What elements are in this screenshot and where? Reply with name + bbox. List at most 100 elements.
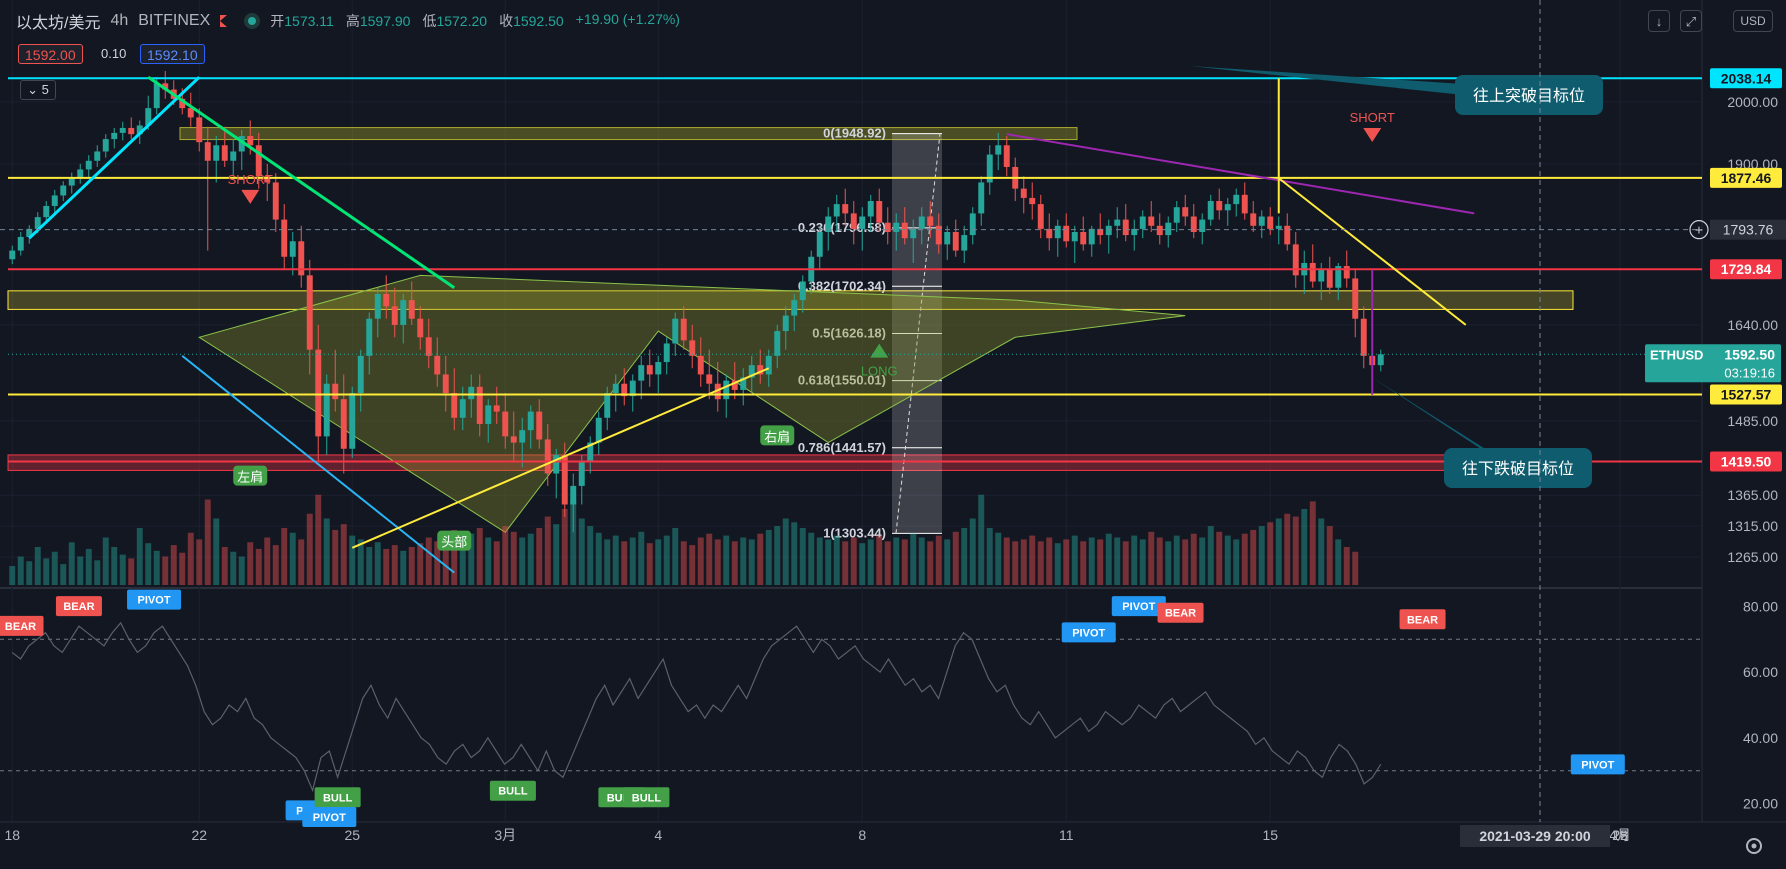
volume-bar: [1114, 537, 1121, 585]
volume-bar: [1054, 543, 1061, 585]
volume-bar: [638, 531, 645, 585]
candle-body: [196, 117, 203, 143]
candle-body: [876, 201, 883, 223]
volume-bar: [1267, 522, 1274, 585]
candle-body: [502, 411, 509, 437]
neckline-support: [351, 367, 770, 549]
candle-body: [1267, 216, 1274, 229]
candle-body: [128, 127, 135, 135]
candle-body: [485, 405, 492, 424]
candle-body: [315, 349, 322, 437]
candle-body: [706, 374, 713, 384]
candle-body: [1080, 231, 1087, 245]
candle-body: [434, 355, 441, 375]
volume-bar: [782, 518, 789, 585]
channel-line-blue: [181, 355, 455, 574]
candle-body: [272, 182, 279, 220]
candle-body: [1258, 216, 1265, 226]
currency-button[interactable]: USD: [1733, 10, 1773, 32]
flag-icon[interactable]: [220, 15, 234, 27]
candle-body: [230, 151, 237, 161]
candle-body: [1352, 278, 1359, 319]
fib-level-label: 0.618(1550.01): [798, 373, 886, 388]
volume-bar: [485, 537, 492, 585]
interval-label[interactable]: 4h: [110, 12, 129, 29]
volume-bar: [170, 545, 177, 585]
rsi-signal-label: BULL: [498, 786, 528, 798]
y-tick-label: 1315.00: [1727, 518, 1778, 534]
symbol-name[interactable]: 以太坊/美元: [16, 15, 101, 32]
exchange-label: BITFINEX: [138, 12, 211, 29]
volume-bar: [672, 528, 679, 585]
sell-price-button[interactable]: 1592.00: [18, 44, 83, 64]
candle-body: [765, 355, 772, 375]
candle-body: [1097, 228, 1104, 236]
buy-price-button[interactable]: 1592.10: [140, 44, 205, 64]
y-tick-label: 1485.00: [1727, 413, 1778, 429]
fib-level-label: 0.5(1626.18): [812, 325, 886, 340]
rsi-tick-label: 60.00: [1743, 664, 1778, 680]
candle-body: [944, 231, 951, 245]
volume-bar: [604, 539, 611, 585]
candle-body: [1114, 219, 1121, 226]
rsi-signal-box: [623, 787, 670, 808]
volume-bar: [400, 550, 407, 585]
x-tick-label: 25: [1612, 827, 1628, 843]
candle-body: [757, 365, 764, 375]
volume-bar: [1080, 541, 1087, 585]
collapse-indicators-button[interactable]: ⌄ 5: [20, 80, 56, 100]
volume-bar: [833, 535, 840, 585]
volume-bar: [935, 535, 942, 585]
candle-body: [587, 442, 594, 462]
rsi-signal-box: [127, 589, 182, 610]
candle-body: [298, 241, 305, 276]
candle-body: [731, 380, 738, 390]
volume-bar: [408, 547, 415, 585]
volume-bar: [1343, 547, 1350, 585]
candle-body: [638, 365, 645, 381]
candle-body: [1003, 145, 1010, 167]
volume-bar: [629, 537, 636, 585]
candle-body: [561, 454, 568, 505]
candle-body: [519, 430, 526, 443]
pattern-label-box: [233, 465, 268, 486]
x-tick-label: 3月: [494, 827, 516, 843]
candle-body: [1284, 225, 1291, 245]
plus-circle-icon: [1689, 220, 1709, 240]
candle-body: [1054, 225, 1061, 239]
candle-body: [867, 201, 874, 217]
volume-bar: [595, 532, 602, 585]
down-arrow-icon[interactable]: ↓: [1648, 10, 1670, 32]
candle-body: [1165, 222, 1172, 236]
volume-bar: [1063, 539, 1070, 585]
volume-bar: [502, 526, 509, 585]
volume-bar: [1173, 535, 1180, 585]
last-price-tag: [1645, 344, 1781, 383]
candle-body: [289, 241, 296, 257]
volume-bar: [255, 548, 262, 585]
y-tick-label: 1265.00: [1727, 549, 1778, 565]
rsi-signal-box: [489, 780, 536, 801]
downtrend-line-purple: [1006, 133, 1475, 215]
volume-bar: [1241, 533, 1248, 585]
candle-body: [697, 355, 704, 375]
volume-bar: [68, 542, 75, 585]
price-level-badge: [1710, 384, 1782, 405]
x-tick-label: 18: [1612, 827, 1628, 843]
volume-bar: [383, 548, 390, 585]
rsi-signal-box: [0, 615, 44, 636]
candle-body: [646, 365, 653, 375]
volume-bar: [1139, 539, 1146, 585]
volume-bar: [374, 542, 381, 585]
x-tick-label: 18: [4, 827, 20, 843]
candle-body: [1377, 354, 1384, 366]
candle-body: [1088, 228, 1095, 245]
volume-bar: [986, 528, 993, 585]
volume-bar: [9, 566, 16, 585]
candle-body: [714, 383, 721, 400]
volume-bar: [952, 531, 959, 585]
candle-body: [1148, 216, 1155, 226]
fullscreen-icon[interactable]: ⤢: [1680, 10, 1702, 32]
rsi-tick-label: 40.00: [1743, 730, 1778, 746]
